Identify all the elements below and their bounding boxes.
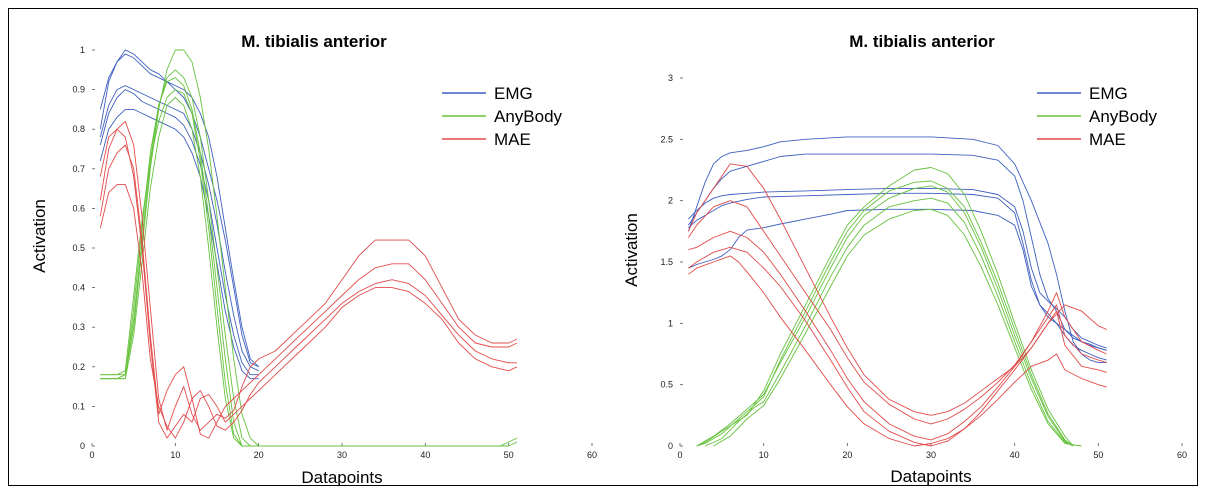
y-tick-label: 1 [668,318,673,328]
y-axis-label: Activation [30,199,49,273]
y-tick-label: 0.5 [660,380,673,390]
series-line-emg-3 [99,85,259,372]
y-tick-label: 0.2 [72,362,85,372]
series-line-anybody-2 [100,69,518,447]
x-tick-label: 40 [1010,450,1020,460]
series-line-anybody-2 [696,180,1074,447]
x-tick-label: 60 [1177,450,1187,460]
y-tick-label: 0.5 [72,243,85,253]
y-tick-label: 0 [80,441,85,451]
y-tick-label: 0.7 [72,164,85,174]
x-tick-label: 10 [170,450,180,460]
x-tick-label: 10 [759,450,769,460]
figure-frame: M. tibialis anterior 0 10 20 30 40 50 60 0 0.1 0.2… [8,8,1198,486]
series-line-anybody-3 [696,185,1074,447]
x-tick-label: 50 [1093,450,1103,460]
x-axis-label: Datapoints [301,468,382,486]
series-line-anybody-4 [100,89,509,447]
legend-label-emg: EMG [494,84,533,103]
y-tick-label: 0.9 [72,85,85,95]
y-tick-label: 0.4 [72,283,85,293]
series-line-emg-5 [99,108,259,380]
y-tick-label: 0.3 [72,322,85,332]
y-tick-label: 0.8 [72,124,85,134]
chart-1: M. tibialis anterior 0 10 20 30 40 50 60 0 0.1 0.2… [30,32,597,486]
series-line-mae-2 [688,200,1107,425]
legend-label-mae: MAE [494,130,531,149]
series-line-emg-1 [99,49,259,368]
legend-label-emg: EMG [1089,84,1128,103]
chart-legend: EMG AnyBody MAE [1037,84,1158,149]
series-line-mae-2 [99,144,518,439]
y-axis-label: Activation [622,213,641,287]
chart-title: M. tibialis anterior [849,32,995,51]
legend-label-anybody: AnyBody [494,107,563,126]
y-tick-label: 1.5 [660,257,673,267]
chart-title: M. tibialis anterior [241,32,387,51]
x-tick-label: 30 [337,450,347,460]
series-line-mae-4 [99,184,517,439]
x-tick-label: 0 [677,450,682,460]
x-tick-label: 30 [926,450,936,460]
y-tick-label: 2.5 [660,134,673,144]
series-line-mae-1 [687,163,1107,416]
series-line-mae-4 [688,246,1107,447]
chart-legend: EMG AnyBody MAE [442,84,563,149]
series-line-anybody-3 [100,77,509,447]
series-line-anybody-5 [100,97,509,447]
x-tick-label: 20 [254,450,264,460]
x-tick-label: 60 [587,450,597,460]
legend-label-anybody: AnyBody [1089,107,1158,126]
x-tick-label: 40 [420,450,430,460]
series-line-anybody-4 [704,197,1074,447]
y-tick-label: 0 [668,441,673,451]
y-tick-label: 0.1 [72,401,85,411]
x-tick-label: 50 [504,450,514,460]
series-line-emg-1 [687,136,1107,364]
y-tick-label: 1 [80,45,85,55]
series-line-emg-2 [688,153,1107,351]
series-line-mae-1 [99,120,518,431]
series-line-mae-3 [688,230,1107,441]
series-line-anybody-5 [713,208,1082,447]
series-line-mae-3 [99,128,518,439]
legend-label-mae: MAE [1089,130,1126,149]
y-tick-label: 3 [668,73,673,83]
series-line-emg-4 [99,89,259,376]
series-line-emg-2 [99,53,260,368]
series-line-anybody-1 [696,167,1074,447]
chart-2: M. tibialis anterior 0 10 20 30 40 50 60 0 0.5 1 1.… [622,32,1187,486]
series-line-emg-4 [688,192,1107,351]
x-tick-label: 20 [842,450,852,460]
x-tick-label: 0 [89,450,94,460]
x-axis-label: Datapoints [890,467,971,486]
series-line-mae-5 [688,255,1107,447]
y-tick-label: 2 [668,196,673,206]
y-tick-label: 0.6 [72,203,85,213]
